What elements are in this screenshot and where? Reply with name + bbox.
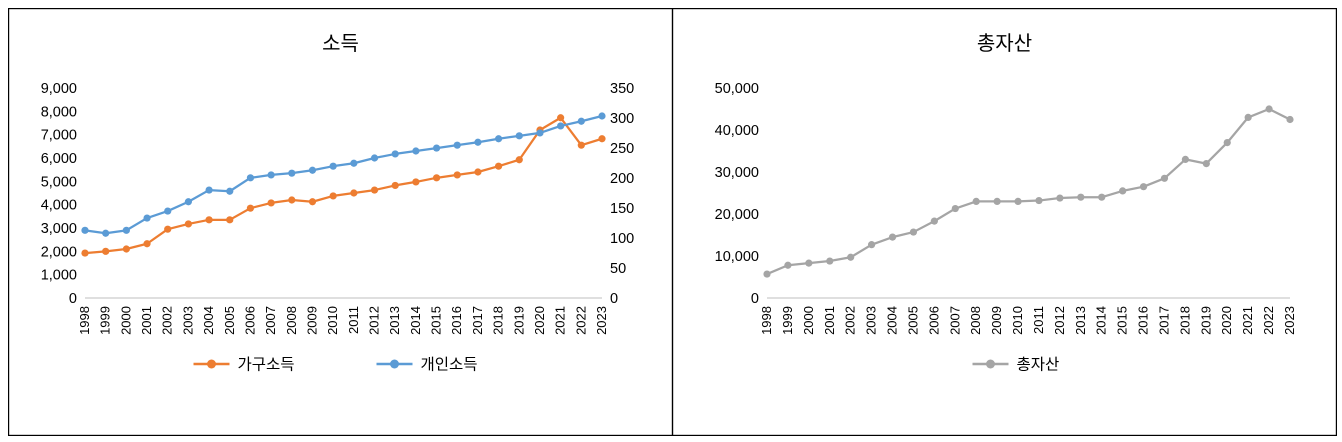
svg-text:2014: 2014 xyxy=(1094,306,1109,335)
svg-text:2014: 2014 xyxy=(408,306,423,335)
svg-text:2016: 2016 xyxy=(1136,306,1151,335)
svg-text:2001: 2001 xyxy=(139,306,154,335)
svg-text:2019: 2019 xyxy=(1198,306,1213,335)
svg-text:소득: 소득 xyxy=(322,33,359,55)
svg-text:2017: 2017 xyxy=(470,306,485,335)
svg-text:가구소득: 가구소득 xyxy=(238,356,295,374)
svg-text:4,000: 4,000 xyxy=(41,198,77,214)
svg-text:2009: 2009 xyxy=(989,306,1004,335)
svg-text:0: 0 xyxy=(69,291,77,307)
svg-text:2021: 2021 xyxy=(1240,306,1255,335)
svg-text:2022: 2022 xyxy=(573,306,588,335)
svg-text:총자산: 총자산 xyxy=(977,32,1032,55)
svg-text:2020: 2020 xyxy=(1219,306,1234,335)
svg-text:30,000: 30,000 xyxy=(715,165,759,181)
svg-text:2012: 2012 xyxy=(367,306,382,335)
svg-text:150: 150 xyxy=(610,201,634,217)
svg-text:20,000: 20,000 xyxy=(715,207,759,223)
svg-text:2008: 2008 xyxy=(284,306,299,335)
svg-text:2015: 2015 xyxy=(429,306,444,335)
svg-text:2012: 2012 xyxy=(1052,306,1067,335)
svg-text:1998: 1998 xyxy=(759,306,774,335)
svg-text:2015: 2015 xyxy=(1115,306,1130,335)
svg-text:2004: 2004 xyxy=(201,306,216,335)
svg-text:2003: 2003 xyxy=(180,306,195,335)
svg-text:2002: 2002 xyxy=(843,306,858,335)
svg-text:2018: 2018 xyxy=(1177,306,1192,335)
svg-text:3,000: 3,000 xyxy=(41,221,77,237)
svg-text:2006: 2006 xyxy=(242,306,257,335)
svg-text:2002: 2002 xyxy=(160,306,175,335)
svg-text:2021: 2021 xyxy=(553,306,568,335)
svg-text:2022: 2022 xyxy=(1261,306,1276,335)
svg-text:2000: 2000 xyxy=(118,306,133,335)
svg-text:1999: 1999 xyxy=(98,306,113,335)
svg-text:8,000: 8,000 xyxy=(41,104,77,120)
svg-text:2018: 2018 xyxy=(491,306,506,335)
svg-text:250: 250 xyxy=(610,141,634,157)
svg-text:2011: 2011 xyxy=(1031,306,1046,334)
svg-text:350: 350 xyxy=(610,81,634,97)
svg-text:1998: 1998 xyxy=(77,306,92,335)
svg-text:50: 50 xyxy=(610,261,626,277)
svg-text:100: 100 xyxy=(610,231,634,247)
svg-text:2007: 2007 xyxy=(947,306,962,335)
svg-text:2020: 2020 xyxy=(532,306,547,335)
svg-text:2005: 2005 xyxy=(905,306,920,335)
svg-text:2004: 2004 xyxy=(885,306,900,335)
svg-text:50,000: 50,000 xyxy=(715,81,759,97)
svg-text:2010: 2010 xyxy=(1010,306,1025,335)
svg-text:2,000: 2,000 xyxy=(41,244,77,260)
svg-text:0: 0 xyxy=(751,291,759,307)
svg-text:총자산: 총자산 xyxy=(1017,356,1060,374)
svg-text:2000: 2000 xyxy=(801,306,816,335)
svg-text:2010: 2010 xyxy=(325,306,340,335)
svg-text:2008: 2008 xyxy=(968,306,983,335)
svg-text:2019: 2019 xyxy=(511,306,526,335)
svg-text:0: 0 xyxy=(610,291,618,307)
svg-text:1,000: 1,000 xyxy=(41,268,77,284)
svg-text:2016: 2016 xyxy=(449,306,464,335)
svg-text:40,000: 40,000 xyxy=(715,123,759,139)
svg-text:5,000: 5,000 xyxy=(41,174,77,190)
svg-text:2001: 2001 xyxy=(822,306,837,335)
svg-text:10,000: 10,000 xyxy=(715,249,759,265)
svg-text:2017: 2017 xyxy=(1156,306,1171,335)
svg-text:2005: 2005 xyxy=(222,306,237,335)
svg-text:2013: 2013 xyxy=(387,306,402,335)
svg-text:2007: 2007 xyxy=(263,306,278,335)
svg-text:2006: 2006 xyxy=(926,306,941,335)
svg-text:1999: 1999 xyxy=(780,306,795,335)
svg-text:2009: 2009 xyxy=(304,306,319,335)
svg-text:2013: 2013 xyxy=(1073,306,1088,335)
svg-text:2023: 2023 xyxy=(594,306,609,335)
svg-text:300: 300 xyxy=(610,111,634,127)
svg-text:2011: 2011 xyxy=(346,306,361,334)
svg-text:개인소득: 개인소득 xyxy=(421,356,478,374)
svg-text:9,000: 9,000 xyxy=(41,81,77,97)
svg-text:2003: 2003 xyxy=(864,306,879,335)
svg-text:2023: 2023 xyxy=(1282,306,1297,335)
svg-text:200: 200 xyxy=(610,171,634,187)
svg-text:7,000: 7,000 xyxy=(41,128,77,144)
svg-text:6,000: 6,000 xyxy=(41,151,77,167)
